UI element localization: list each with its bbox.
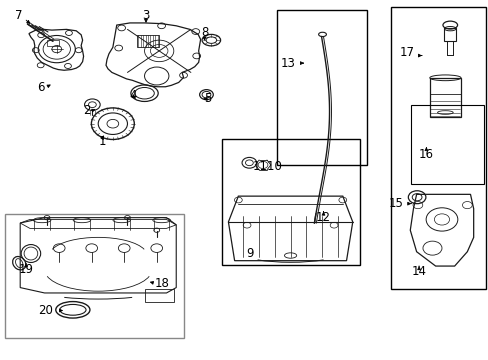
- Bar: [429, 78, 460, 117]
- Text: 20: 20: [39, 304, 53, 317]
- Text: 16: 16: [418, 148, 433, 161]
- Text: 7: 7: [16, 9, 23, 22]
- Bar: [222, 139, 359, 265]
- Text: 12: 12: [315, 211, 330, 224]
- Text: 1: 1: [98, 135, 105, 148]
- Text: 1110: 1110: [252, 160, 282, 173]
- Text: 2: 2: [82, 104, 90, 117]
- Bar: [4, 215, 183, 338]
- Bar: [276, 10, 366, 165]
- Text: 5: 5: [203, 93, 211, 105]
- Bar: [444, 28, 455, 41]
- Text: 19: 19: [19, 263, 34, 276]
- Text: 3: 3: [142, 9, 149, 22]
- Text: 17: 17: [398, 46, 413, 59]
- Bar: [47, 40, 59, 46]
- Bar: [390, 7, 486, 289]
- Text: 18: 18: [155, 277, 169, 290]
- Text: 8: 8: [201, 26, 208, 39]
- Text: 15: 15: [388, 197, 403, 210]
- Text: 6: 6: [37, 81, 44, 94]
- Text: 13: 13: [280, 57, 295, 69]
- Text: 4: 4: [129, 89, 137, 102]
- Text: 9: 9: [246, 247, 254, 260]
- Bar: [137, 35, 159, 47]
- Text: 14: 14: [411, 265, 426, 278]
- Bar: [410, 105, 484, 184]
